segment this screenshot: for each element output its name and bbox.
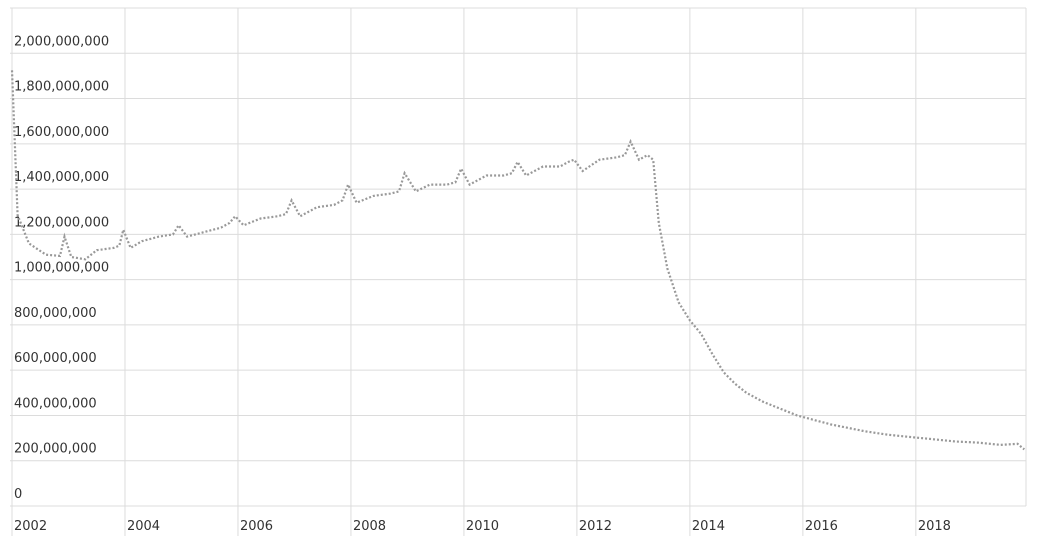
y-tick-label: 800,000,000 bbox=[14, 306, 97, 321]
line-series bbox=[10, 70, 1025, 451]
x-tick-label: 2008 bbox=[353, 519, 386, 534]
y-tick-label: 1,600,000,000 bbox=[14, 125, 109, 140]
x-tick-label: 2006 bbox=[240, 519, 273, 534]
y-tick-label: 1,400,000,000 bbox=[14, 170, 109, 185]
x-tick-label: 2002 bbox=[14, 519, 47, 534]
x-tick-label: 2018 bbox=[918, 519, 951, 534]
x-tick-label: 2014 bbox=[692, 519, 725, 534]
y-tick-label: 1,800,000,000 bbox=[14, 80, 109, 95]
x-tick-label: 2004 bbox=[127, 519, 160, 534]
x-tick-label: 2016 bbox=[805, 519, 838, 534]
y-tick-label: 2,000,000,000 bbox=[14, 34, 109, 49]
y-tick-label: 200,000,000 bbox=[14, 442, 97, 457]
y-tick-label: 0 bbox=[14, 487, 22, 502]
y-tick-label: 600,000,000 bbox=[14, 351, 97, 366]
x-tick-label: 2010 bbox=[466, 519, 499, 534]
y-tick-label: 1,000,000,000 bbox=[14, 261, 109, 276]
y-tick-label: 1,200,000,000 bbox=[14, 215, 109, 230]
x-tick-label: 2012 bbox=[579, 519, 612, 534]
y-tick-label: 400,000,000 bbox=[14, 396, 97, 411]
